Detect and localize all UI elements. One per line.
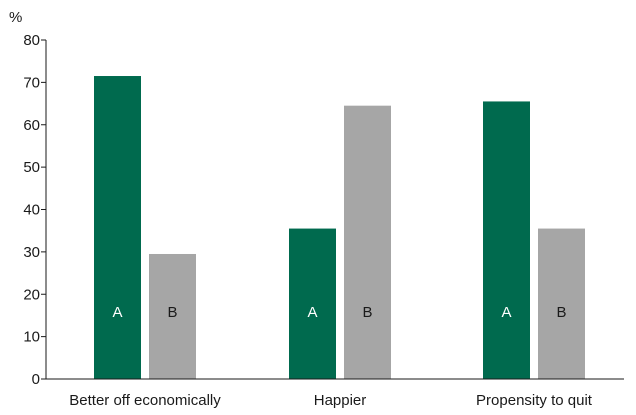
bar-b-1 xyxy=(149,253,196,379)
bar-series-label: A xyxy=(307,304,317,321)
bar-b-2 xyxy=(344,105,391,380)
y-tick-label: 20 xyxy=(23,286,40,303)
y-tick-label: 30 xyxy=(23,244,40,261)
bar-a-1 xyxy=(94,76,141,380)
y-tick-label: 80 xyxy=(23,32,40,49)
y-tick-label: 10 xyxy=(23,329,40,346)
bar-a-3 xyxy=(483,101,530,379)
y-tick-label: 50 xyxy=(23,159,40,176)
y-tick-label: 0 xyxy=(32,371,40,388)
y-tick-label: 40 xyxy=(23,202,40,219)
bar-series-label: A xyxy=(112,304,122,321)
bar-series-label: B xyxy=(362,304,372,321)
category-label: Happier xyxy=(314,392,367,409)
y-axis-unit-label: % xyxy=(9,9,22,26)
y-axis-ticks: 0 10 20 30 40 50 60 70 80 xyxy=(23,32,46,388)
y-tick-label: 70 xyxy=(23,74,40,91)
bar-series-label: A xyxy=(501,304,511,321)
category-label: Better off economically xyxy=(69,392,221,409)
bar-a-2 xyxy=(289,228,336,379)
category-label: Propensity to quit xyxy=(476,392,593,409)
bar-b-3 xyxy=(538,228,585,379)
bars xyxy=(94,76,585,380)
y-tick-label: 60 xyxy=(23,117,40,134)
bar-series-label: B xyxy=(167,304,177,321)
category-labels: Better off economically Happier Propensity… xyxy=(69,392,593,409)
bar-series-label: B xyxy=(556,304,566,321)
